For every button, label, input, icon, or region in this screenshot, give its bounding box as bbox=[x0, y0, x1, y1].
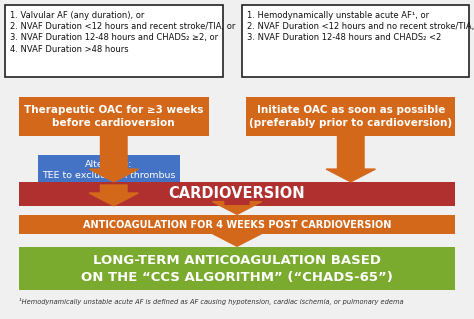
Text: Therapeutic OAC for ≥3 weeks
before cardioversion: Therapeutic OAC for ≥3 weeks before card… bbox=[24, 105, 203, 128]
Polygon shape bbox=[212, 234, 262, 246]
FancyBboxPatch shape bbox=[38, 155, 180, 185]
Text: Initiate OAC as soon as possible
(preferably prior to cardioversion): Initiate OAC as soon as possible (prefer… bbox=[249, 105, 452, 128]
Text: 1. Hemodynamically unstable acute AF¹, or
2. NVAF Duration <12 hours and no rece: 1. Hemodynamically unstable acute AF¹, o… bbox=[247, 11, 474, 42]
Text: ¹Hemodynamically unstable acute AF is defined as AF causing hypotension, cardiac: ¹Hemodynamically unstable acute AF is de… bbox=[19, 298, 403, 305]
Text: ANTICOAGULATION FOR 4 WEEKS POST CARDIOVERSION: ANTICOAGULATION FOR 4 WEEKS POST CARDIOV… bbox=[83, 219, 391, 230]
FancyBboxPatch shape bbox=[19, 182, 455, 206]
Text: CARDIOVERSION: CARDIOVERSION bbox=[169, 186, 305, 201]
FancyBboxPatch shape bbox=[5, 5, 223, 77]
Text: LONG-TERM ANTICOAGULATION BASED
ON THE “CCS ALGORITHM” (“CHADS-65”): LONG-TERM ANTICOAGULATION BASED ON THE “… bbox=[81, 254, 393, 284]
FancyBboxPatch shape bbox=[19, 97, 209, 136]
Polygon shape bbox=[212, 202, 262, 214]
FancyBboxPatch shape bbox=[246, 97, 455, 136]
Text: Alternate:
TEE to exclude LA thrombus: Alternate: TEE to exclude LA thrombus bbox=[42, 160, 176, 180]
FancyBboxPatch shape bbox=[19, 247, 455, 290]
FancyBboxPatch shape bbox=[19, 215, 455, 234]
Polygon shape bbox=[326, 136, 375, 182]
Text: 1. Valvular AF (any duration), or
2. NVAF Duration <12 hours and recent stroke/T: 1. Valvular AF (any duration), or 2. NVA… bbox=[10, 11, 236, 54]
Polygon shape bbox=[89, 185, 138, 206]
FancyBboxPatch shape bbox=[242, 5, 469, 77]
Polygon shape bbox=[89, 136, 138, 182]
